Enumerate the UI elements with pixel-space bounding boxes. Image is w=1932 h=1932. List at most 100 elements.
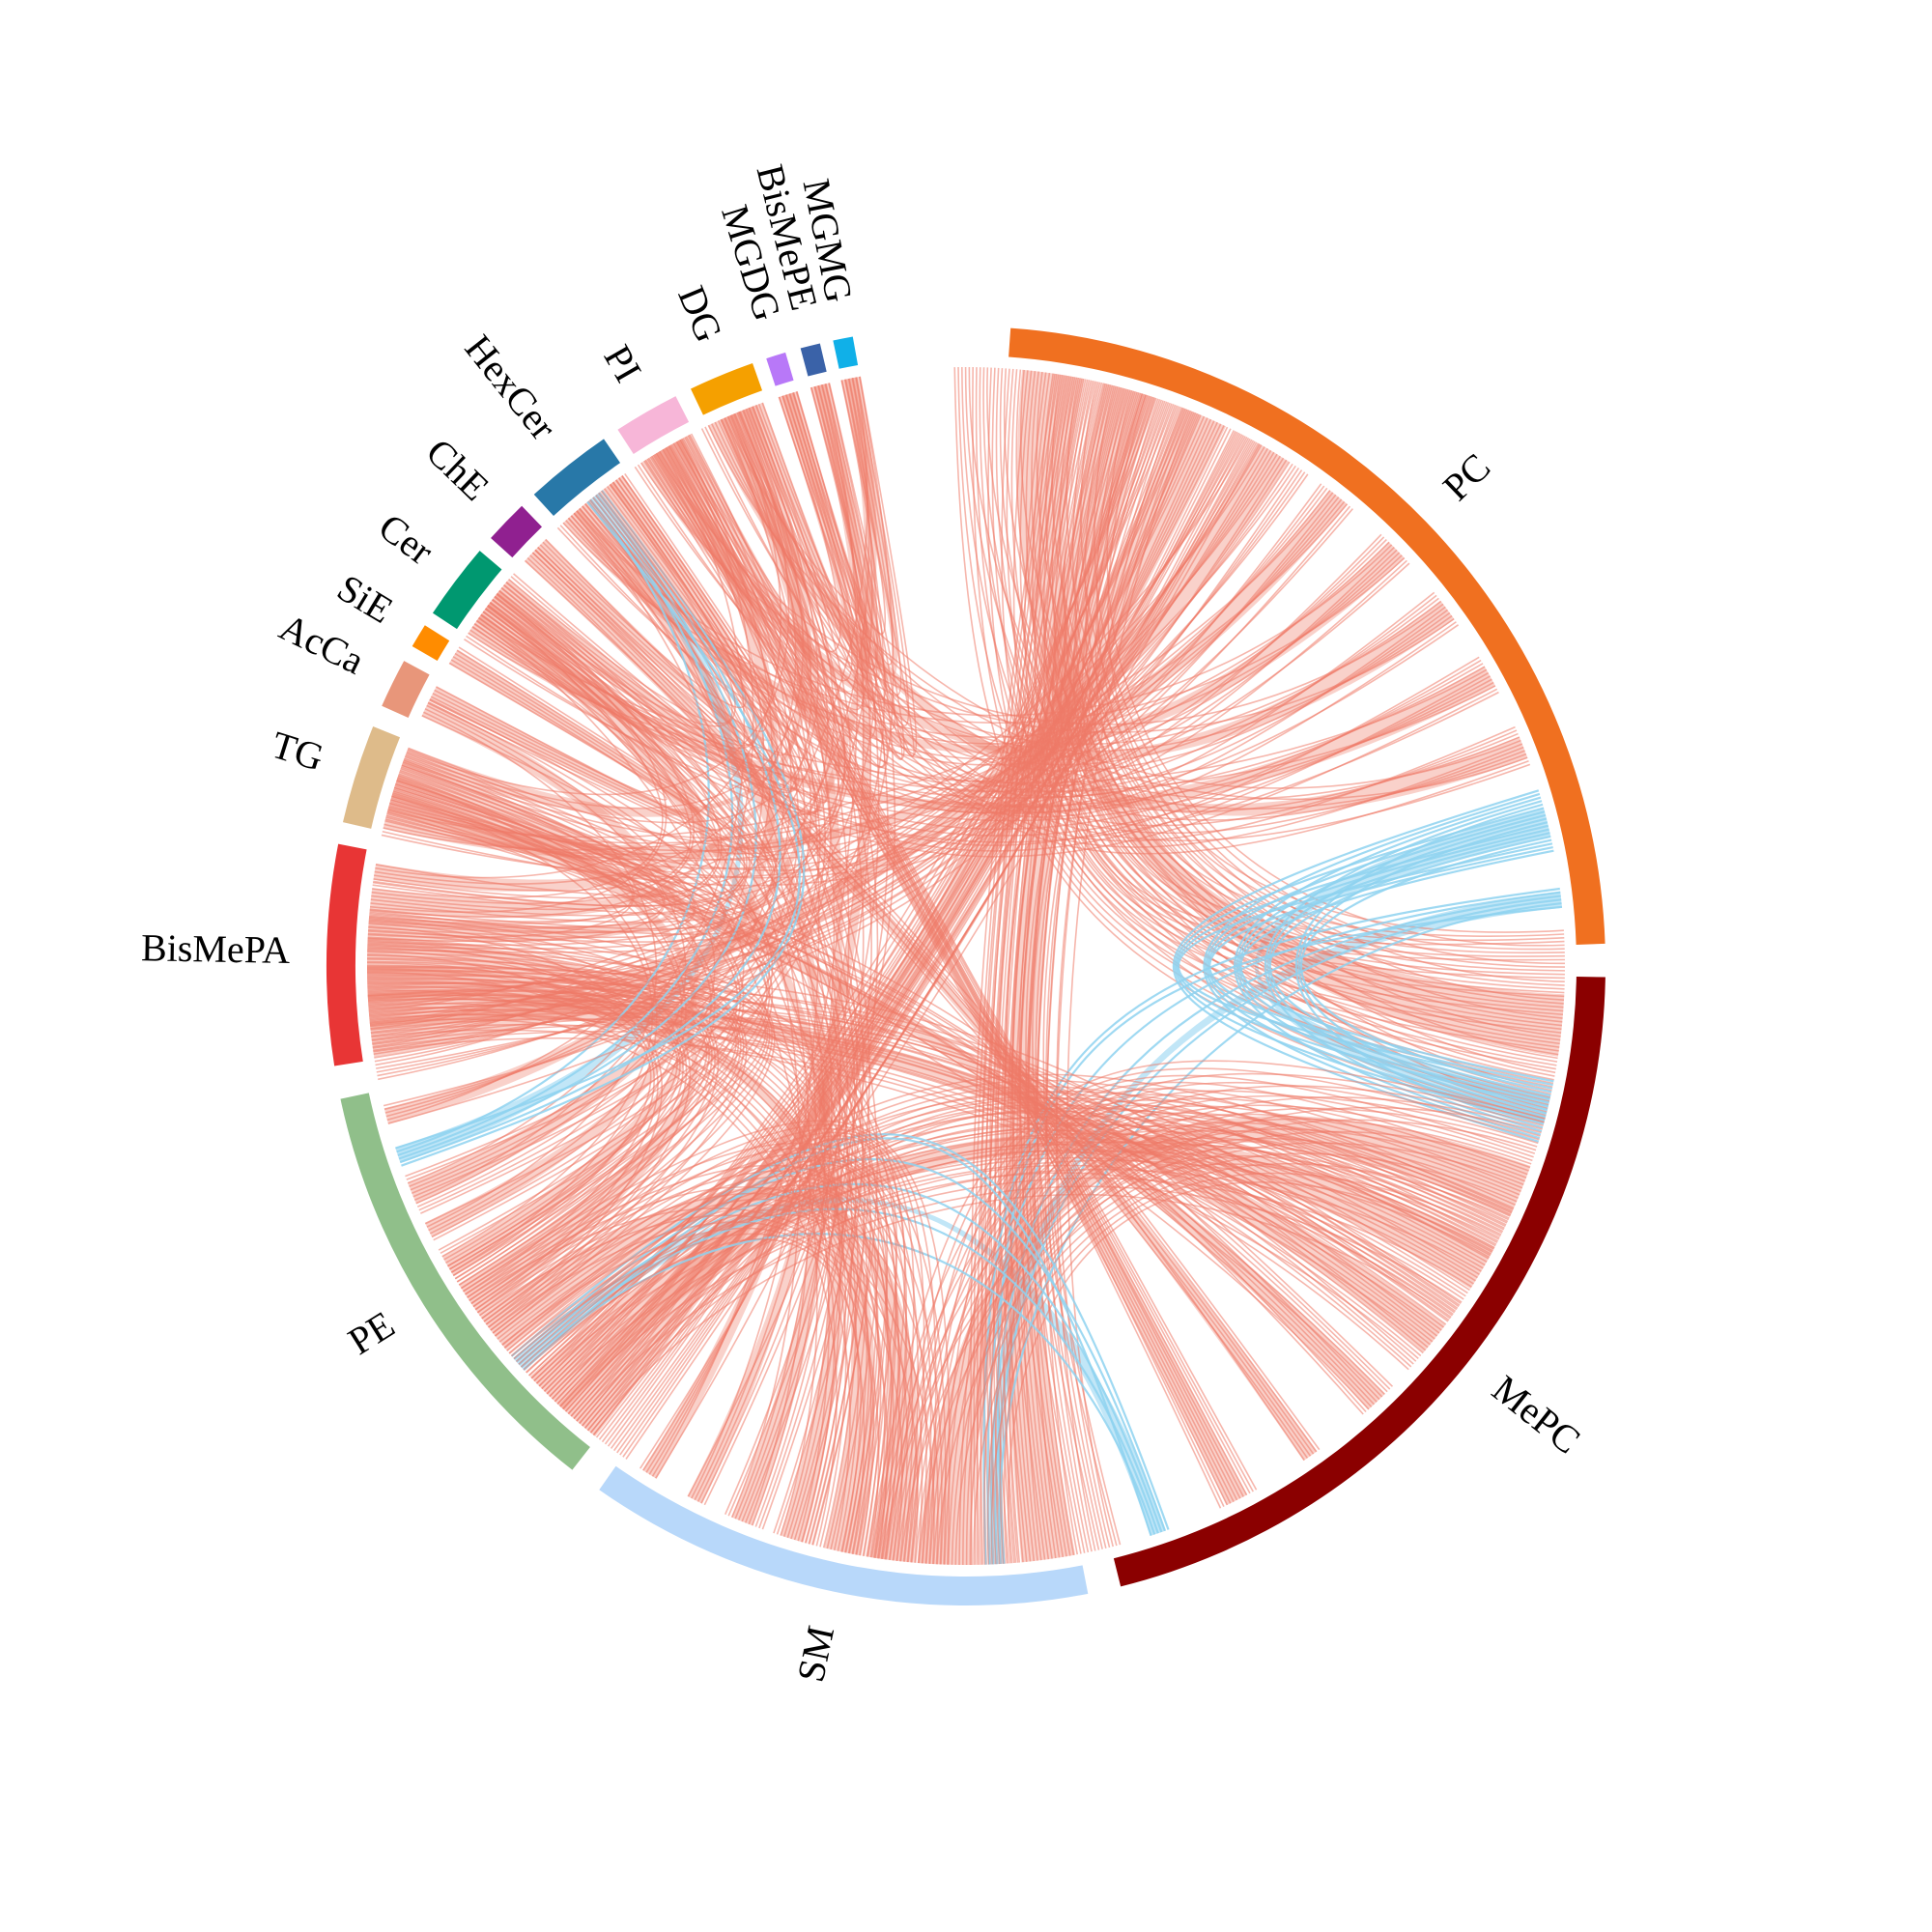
link-pc-dg-positive xyxy=(717,420,1524,834)
link-mepc-bismepa-positive xyxy=(369,1013,1431,1346)
link-mepc-tg-positive xyxy=(390,797,1380,1401)
link-mepc-pe-positive xyxy=(554,1116,1478,1403)
link-pc-mepc-positive xyxy=(1019,370,1560,1048)
link-pe-tg-positive xyxy=(393,788,712,1264)
link-pc-pe-positive xyxy=(573,414,1202,1420)
link-mgdg-mgmg-positive xyxy=(781,377,910,726)
sector-label-sm: SM xyxy=(788,1622,842,1686)
sector-hexcer xyxy=(533,439,621,517)
link-acca-sie-positive xyxy=(436,662,778,862)
link-mepc-bismepa-positive xyxy=(371,1029,1419,1359)
link-che-hexcer-positive xyxy=(545,484,827,803)
link-mepc-bismepa-positive xyxy=(373,1037,1409,1371)
ribbon-pc-mepc-negative xyxy=(1255,808,1551,1124)
link-mepc-pe-positive xyxy=(546,1149,1484,1395)
link-pc-mepc-positive xyxy=(999,368,1555,1077)
link-mepc-pe-positive xyxy=(538,1091,1490,1387)
link-pe-pi-positive xyxy=(416,437,792,1208)
link-mepc-pi-positive xyxy=(650,455,1229,1506)
link-pe-bismepa-positive xyxy=(368,928,773,1322)
link-mepc-sm-positive xyxy=(867,1060,1546,1557)
sector-label-pc: PC xyxy=(1435,444,1498,508)
link-sm-hexcer-positive xyxy=(576,510,817,1520)
link-mepc-pi-positive xyxy=(644,459,1222,1509)
link-sm-pe-positive xyxy=(523,1213,870,1553)
link-pc-sm-positive xyxy=(1011,389,1131,1560)
sector-label-cer: Cer xyxy=(371,505,441,574)
link-bismepa-dg-positive xyxy=(372,408,846,907)
link-bismepa-dg-positive xyxy=(374,411,812,892)
link-mepc-tg-positive xyxy=(384,818,1364,1415)
link-tg-dg-positive xyxy=(402,406,835,839)
link-mepc-pe-positive xyxy=(581,1128,1459,1427)
link-sm-bismepa-positive xyxy=(366,964,880,1556)
link-mgmg-pe-positive xyxy=(387,376,895,1124)
link-mepc-bismepa-positive xyxy=(372,1030,1412,1368)
link-acca-sie-positive xyxy=(430,652,723,832)
link-sm-dg-positive xyxy=(687,418,872,1497)
link-bismepa-tg-positive xyxy=(367,752,726,951)
link-pc-mepc-negative xyxy=(1239,849,1554,1083)
link-pc-sm-positive xyxy=(992,378,1085,1564)
link-sm-cer-positive xyxy=(476,619,818,1536)
link-pe-bismepa-positive xyxy=(367,988,708,1270)
link-mepc-pe-positive xyxy=(530,1122,1494,1379)
sector-label-sie: SiE xyxy=(330,566,401,632)
link-sm-bismepa-positive xyxy=(368,1002,847,1548)
link-pe-hexcer-negative xyxy=(399,492,781,1164)
link-pc-mepc-negative xyxy=(1268,835,1551,1097)
ribbon-dg-bismepe-positive xyxy=(747,384,881,682)
link-pe-hexcer-negative xyxy=(398,494,757,1160)
link-cer-hexcer-positive xyxy=(503,490,777,769)
link-pc-mepc-positive xyxy=(991,367,1554,1085)
sector-mgdg xyxy=(766,352,794,386)
link-pc-pi-positive xyxy=(659,450,1442,746)
link-sm-bismepa-positive xyxy=(367,946,893,1559)
link-bismepa-cer-positive xyxy=(371,602,720,911)
link-pe-pi-positive xyxy=(407,449,746,1184)
link-pc-mepc-negative xyxy=(1208,845,1553,1087)
links-layer xyxy=(366,366,1566,1566)
link-pc-dg-positive xyxy=(734,412,1518,827)
link-pe-pi-positive xyxy=(412,443,806,1195)
link-sm-bismepa-positive xyxy=(367,981,868,1552)
link-pe-tg-positive xyxy=(391,795,654,1258)
sector-bismepe xyxy=(800,343,827,377)
link-mgmg-pe-positive xyxy=(384,379,878,1111)
sector-label-tg: TG xyxy=(267,723,328,780)
link-pc-sm-positive xyxy=(1011,393,1146,1557)
sector-bismepa xyxy=(327,843,367,1066)
link-mgmg-pe-positive xyxy=(384,378,873,1114)
link-pc-sm-positive xyxy=(1019,394,1149,1557)
link-mepc-che-positive xyxy=(525,559,1305,1462)
link-pc-mepc-positive xyxy=(1043,378,1565,998)
sector-label-hexcer: HexCer xyxy=(457,327,566,447)
link-sm-dg-positive xyxy=(700,412,865,1504)
link-sm-cer-positive xyxy=(478,616,831,1537)
link-mgmg-pe-positive xyxy=(383,380,886,1107)
link-mepc-pe-positive xyxy=(586,1172,1454,1432)
link-pc-dg-positive xyxy=(707,424,1528,801)
link-bismepa-dg-positive xyxy=(375,414,840,898)
link-sm-pe-positive xyxy=(481,1127,925,1563)
link-pe-bismepa-positive xyxy=(367,947,771,1308)
link-acca-sie-positive xyxy=(429,649,751,847)
sector-label-dg: DG xyxy=(669,280,731,349)
link-mepc-bismepa-positive xyxy=(370,1023,1422,1357)
link-bismepa-dg-positive xyxy=(374,412,797,885)
link-sm-hexcer-positive xyxy=(573,512,801,1519)
link-dg-bismepe-positive xyxy=(754,384,877,670)
link-sm-hexcer-positive xyxy=(586,500,811,1525)
link-bismepe-sm-positive xyxy=(655,383,896,1479)
link-che-hexcer-positive xyxy=(542,481,747,709)
link-pc-pe-positive xyxy=(559,408,1185,1407)
link-sm-bismepa-positive xyxy=(369,1018,836,1543)
link-sm-dg-positive xyxy=(696,414,850,1502)
link-mepc-pi-positive xyxy=(667,446,1244,1497)
link-pe-pi-positive xyxy=(412,441,826,1198)
link-pc-hexcer-positive xyxy=(556,526,1410,793)
link-pc-sm-positive xyxy=(976,374,1064,1565)
link-pe-hexcer-negative xyxy=(401,490,806,1167)
link-mepc-pe-negative xyxy=(518,1208,1159,1534)
link-pe-hexcer-negative xyxy=(395,500,801,1150)
